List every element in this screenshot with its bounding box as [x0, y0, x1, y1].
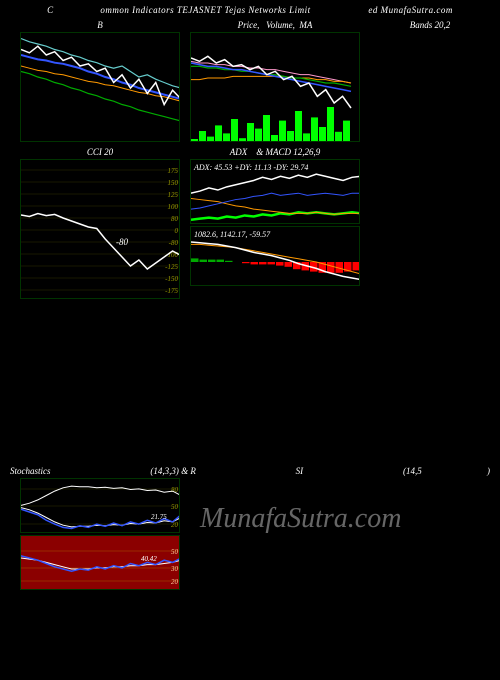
svg-text:21.75: 21.75: [151, 513, 167, 521]
cci-chart: 175150125100800-80-100-125-150-175-80: [21, 160, 180, 299]
adx-chart: ADX: 45.53 +DY: 11.13 -DY: 29.74: [191, 160, 360, 224]
svg-text:125: 125: [168, 191, 179, 199]
stoch-chart: 80502021.75: [21, 479, 180, 533]
bands-label-panel: Bands 20,2: [360, 20, 500, 142]
bands-label: Bands 20,2: [360, 20, 500, 30]
svg-text:20: 20: [171, 578, 179, 586]
svg-text:-80: -80: [116, 237, 128, 247]
bbands-title: B: [20, 20, 180, 30]
svg-text:-80: -80: [169, 239, 179, 247]
rsi-chart: 50 30 20 40.42: [21, 536, 180, 590]
price-vol-title: Price, Volume, MA: [190, 20, 360, 30]
svg-text:100: 100: [168, 203, 179, 211]
svg-text:-150: -150: [165, 275, 178, 283]
stoch-row-label: Stochastics (14,3,3) & R SI (14,5 ): [0, 466, 500, 476]
cci-panel: CCI 20 175150125100800-80-100-125-150-17…: [20, 147, 180, 299]
page-title: C ommon Indicators TEJASNET Tejas Networ…: [0, 0, 500, 20]
svg-text:50: 50: [171, 503, 179, 511]
svg-text:1082.6, 1142.17, -59.57: 1082.6, 1142.17, -59.57: [194, 230, 271, 239]
bbands-panel: B: [20, 20, 180, 142]
price-vol-chart: [191, 33, 360, 142]
svg-text:40.42: 40.42: [141, 555, 157, 563]
price-vol-panel: Price, Volume, MA: [190, 20, 360, 142]
svg-text:175: 175: [168, 167, 179, 175]
watermark: MunafaSutra.com: [200, 503, 401, 535]
svg-text:80: 80: [171, 486, 179, 494]
svg-text:30: 30: [170, 565, 179, 573]
adx-macd-panel: ADX & MACD 12,26,9 ADX: 45.53 +DY: 11.13…: [190, 147, 360, 299]
cci-title: CCI 20: [20, 147, 180, 157]
stoch-panel: 80 50 20 21.75 50 30 20 40.42: [20, 478, 180, 590]
bbands-chart: [21, 33, 180, 142]
svg-text:-125: -125: [165, 263, 178, 271]
svg-text:-175: -175: [165, 287, 178, 295]
svg-text:80: 80: [171, 215, 179, 223]
svg-text:ADX: 45.53 +DY: 11.13 -DY: 29.: ADX: 45.53 +DY: 11.13 -DY: 29.74: [193, 163, 308, 172]
svg-text:50: 50: [171, 548, 179, 556]
adx-title: ADX & MACD 12,26,9: [190, 147, 360, 157]
svg-text:150: 150: [168, 179, 179, 187]
macd-chart: 1082.6, 1142.17, -59.57: [191, 227, 360, 286]
svg-text:0: 0: [175, 227, 179, 235]
